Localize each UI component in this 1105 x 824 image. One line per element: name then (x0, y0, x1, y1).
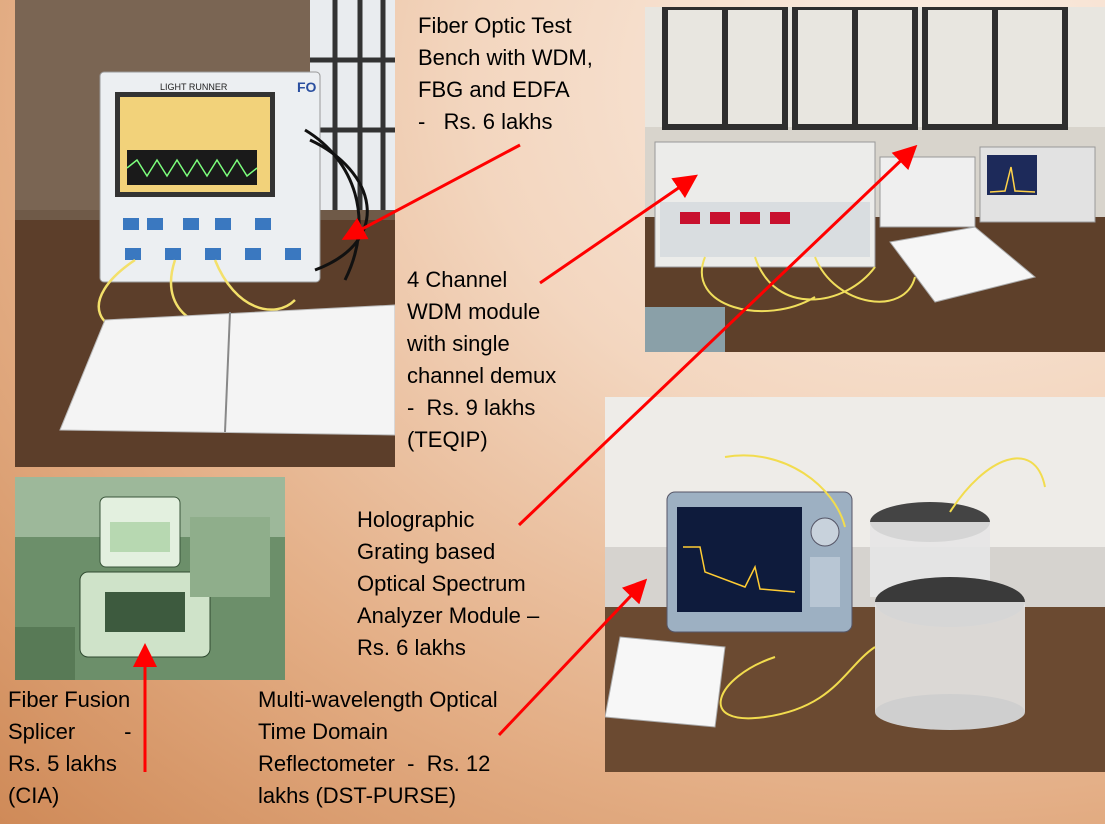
caption-line: FBG and EDFA (418, 77, 570, 102)
brand-label: LIGHT RUNNER (160, 82, 228, 92)
caption-osa: Holographic Grating based Optical Spectr… (357, 504, 539, 664)
caption-line: - Rs. 6 lakhs (418, 109, 553, 134)
caption-line: Fiber Fusion (8, 687, 131, 712)
caption-line: Optical Spectrum (357, 571, 526, 596)
caption-line: Holographic (357, 507, 475, 532)
caption-line: (TEQIP) (407, 427, 488, 452)
caption-line: - Rs. 9 lakhs (407, 395, 536, 420)
caption-line: Splicer - (8, 719, 132, 744)
caption-line: Bench with WDM, (418, 45, 593, 70)
caption-splicer: Fiber Fusion Splicer - Rs. 5 lakhs (CIA) (8, 684, 131, 812)
caption-line: Reflectometer - Rs. 12 (258, 751, 491, 776)
caption-line: Time Domain (258, 719, 388, 744)
caption-test-bench: Fiber Optic Test Bench with WDM, FBG and… (418, 10, 593, 138)
photo-fusion-splicer (15, 477, 285, 680)
caption-wdm: 4 Channel WDM module with single channel… (407, 264, 556, 456)
test-bench-image: LIGHT RUNNER FO (15, 0, 395, 467)
caption-otdr: Multi-wavelength Optical Time Domain Ref… (258, 684, 498, 812)
caption-line: Fiber Optic Test (418, 13, 572, 38)
caption-line: lakhs (DST-PURSE) (258, 783, 457, 808)
caption-line: with single (407, 331, 510, 356)
caption-line: Multi-wavelength Optical (258, 687, 498, 712)
fusion-splicer-image (15, 477, 285, 680)
photo-otdr (605, 397, 1105, 772)
caption-line: channel demux (407, 363, 557, 388)
brand-logo: FO (297, 79, 317, 95)
caption-line: Rs. 5 lakhs (8, 751, 117, 776)
caption-line: Rs. 6 lakhs (357, 635, 466, 660)
caption-line: (CIA) (8, 783, 60, 808)
caption-line: WDM module (407, 299, 541, 324)
photo-wdm-osa (645, 7, 1105, 352)
caption-line: 4 Channel (407, 267, 508, 292)
caption-line: Analyzer Module – (357, 603, 540, 628)
photo-test-bench: LIGHT RUNNER FO (15, 0, 395, 467)
caption-line: Grating based (357, 539, 496, 564)
wdm-osa-image (645, 7, 1105, 352)
otdr-image (605, 397, 1105, 772)
